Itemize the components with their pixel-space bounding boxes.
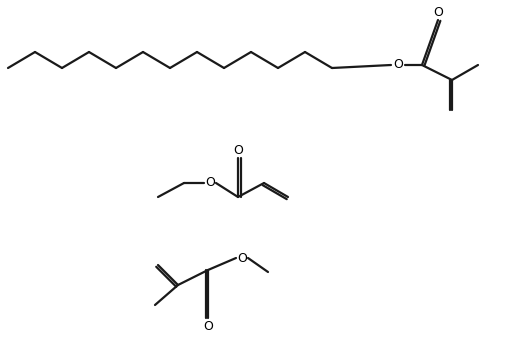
Text: O: O — [205, 177, 215, 190]
Text: O: O — [233, 144, 243, 157]
Text: O: O — [433, 7, 443, 20]
Text: O: O — [393, 59, 403, 72]
Text: O: O — [237, 252, 247, 265]
Text: O: O — [203, 319, 213, 333]
